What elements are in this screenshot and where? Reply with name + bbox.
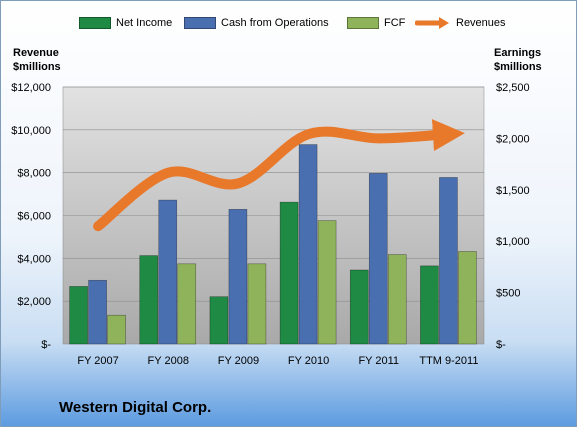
legend-label-fcf: FCF xyxy=(384,17,406,29)
x-tick-label: FY 2007 xyxy=(77,355,118,367)
bar-cash-from-operations xyxy=(368,173,388,345)
bar-cash-from-operations xyxy=(88,279,107,345)
revenues-line xyxy=(93,119,465,232)
legend-item-fcf: FCF xyxy=(347,17,405,29)
gridlines xyxy=(63,86,484,302)
right-tick-label: $500 xyxy=(496,288,520,300)
legend-label-net-income: Net Income xyxy=(116,17,173,29)
legend-item-revenues: Revenues xyxy=(415,17,506,29)
legend-swatch-fcf xyxy=(347,17,379,29)
bar-net-income xyxy=(139,255,159,345)
right-tick-label: $1,000 xyxy=(496,236,530,248)
bar-net-income xyxy=(349,269,369,345)
x-tick-label: FY 2008 xyxy=(148,355,189,367)
bar-cash-from-operations xyxy=(158,199,178,345)
legend-item-net-income: Net Income xyxy=(79,17,172,29)
bar-net-income xyxy=(279,201,299,345)
left-axis-title-line2: $millions xyxy=(13,61,61,73)
legend-label-cash-from-operations: Cash from Operations xyxy=(221,17,329,29)
x-axis-ticks: FY 2007 FY 2008 FY 2009 FY 2010 FY 2011 TTM 9… xyxy=(77,355,478,367)
bar-cash-from-operations xyxy=(228,209,248,345)
bar-fcf xyxy=(247,263,267,345)
right-axis-title: Earnings $millions xyxy=(494,46,542,74)
revenues-line-path xyxy=(93,119,465,232)
left-tick-label: $12,000 xyxy=(11,82,51,94)
right-tick-label: $1,500 xyxy=(496,185,530,197)
legend-swatch-net-income xyxy=(79,17,111,29)
left-tick-label: $2,000 xyxy=(17,296,51,308)
x-tick-label: FY 2011 xyxy=(358,355,399,367)
left-axis-title-line1: Revenue xyxy=(13,47,59,59)
legend-swatch-cash-from-operations xyxy=(184,17,216,29)
x-tick-label: FY 2009 xyxy=(218,355,259,367)
left-axis-ticks: $- $2,000 $4,000 $6,000 $8,000 $10,000 $12,000 xyxy=(11,82,51,351)
left-axis-title: Revenue $millions xyxy=(13,46,61,74)
right-axis-title-line1: Earnings xyxy=(494,47,542,59)
right-axis-title-line2: $millions xyxy=(494,61,542,73)
x-tick-label: FY 2010 xyxy=(288,355,329,367)
right-tick-label: $2,500 xyxy=(496,82,530,94)
left-tick-label: $4,000 xyxy=(17,253,51,265)
right-tick-label: $- xyxy=(496,339,506,351)
bar-fcf xyxy=(317,220,337,345)
bar-fcf xyxy=(107,314,126,345)
right-tick-label: $2,000 xyxy=(496,133,530,145)
right-axis-ticks: $- $500 $1,000 $1,500 $2,000 $2,500 xyxy=(496,82,530,351)
bar-net-income xyxy=(69,286,88,345)
legend-label-revenues: Revenues xyxy=(456,17,506,29)
bars xyxy=(69,144,477,345)
bar-cash-from-operations xyxy=(298,144,318,345)
x-tick-label: TTM 9-2011 xyxy=(419,355,478,367)
bar-net-income xyxy=(209,296,229,345)
left-tick-label: $10,000 xyxy=(11,125,51,137)
left-tick-label: $8,000 xyxy=(17,168,51,180)
bar-net-income xyxy=(420,265,439,345)
legend-item-cash-from-operations: Cash from Operations xyxy=(184,17,329,29)
bar-fcf xyxy=(387,254,407,345)
left-tick-label: $6,000 xyxy=(17,211,51,223)
bar-fcf xyxy=(458,251,477,345)
bar-fcf xyxy=(177,263,197,345)
left-tick-label: $- xyxy=(41,339,51,351)
company-title: Western Digital Corp. xyxy=(59,399,212,416)
bar-cash-from-operations xyxy=(439,177,458,345)
legend-arrow-icon xyxy=(415,17,449,29)
